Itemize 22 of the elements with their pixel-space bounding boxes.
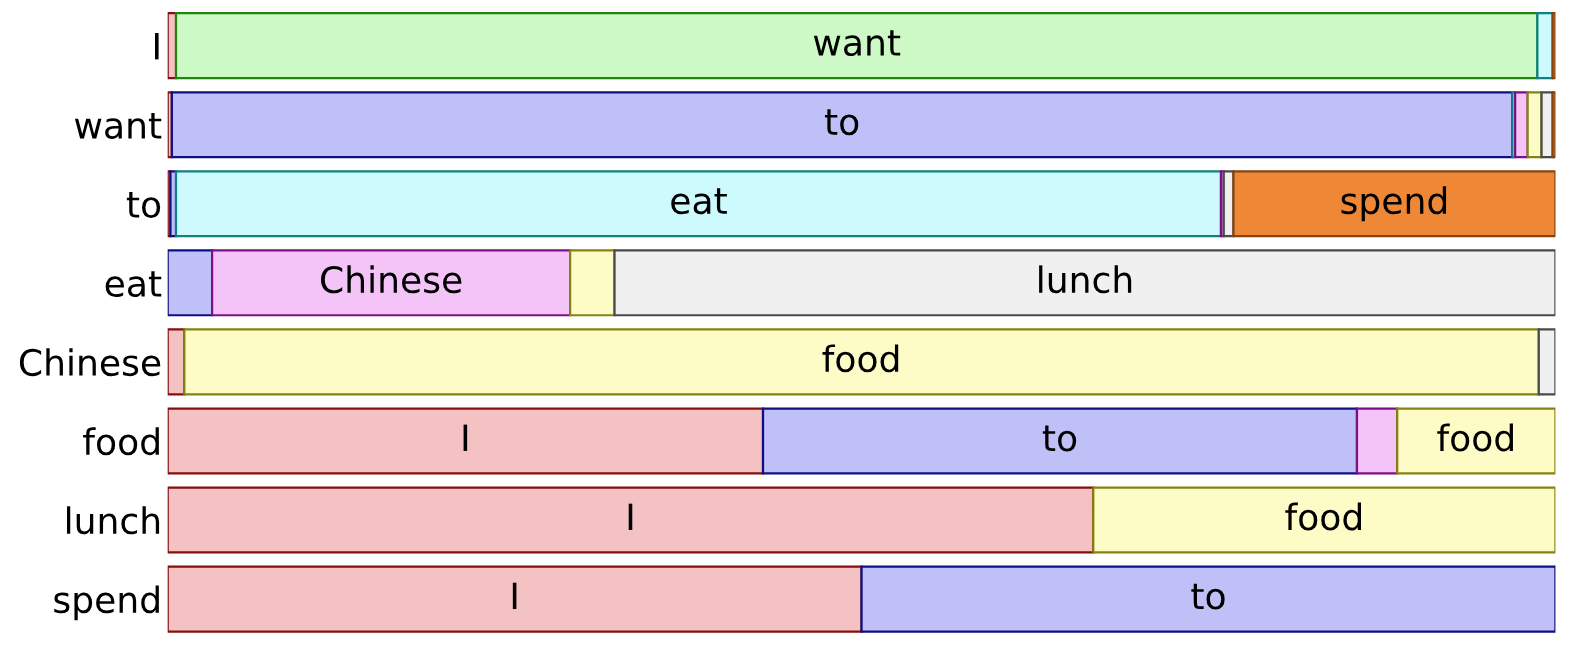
series-label: eat bbox=[671, 188, 727, 215]
series-label: I bbox=[512, 582, 517, 610]
text: I bbox=[628, 503, 633, 530]
y-tick-label: Chinese bbox=[19, 348, 161, 377]
series-label: lunch bbox=[1039, 265, 1132, 294]
y-tick-label: eat bbox=[105, 271, 162, 298]
y-tick-label: spend bbox=[54, 585, 159, 621]
y-tick-label: I bbox=[155, 33, 159, 60]
series-label: spend bbox=[1341, 186, 1447, 222]
y-tick-label: lunch bbox=[66, 506, 160, 535]
text: to bbox=[1191, 583, 1225, 610]
y-tick-label: to bbox=[126, 192, 161, 218]
text: food bbox=[1437, 423, 1513, 452]
series-label: to bbox=[1042, 425, 1077, 452]
y-tick-label: want bbox=[74, 113, 162, 139]
y-tick-label: food bbox=[83, 427, 159, 456]
series-label: food bbox=[822, 344, 899, 373]
series-label: want bbox=[813, 30, 901, 57]
text: I bbox=[463, 424, 468, 451]
text: food bbox=[1285, 502, 1361, 531]
text: to bbox=[824, 109, 859, 136]
series-label: Chinese bbox=[321, 265, 462, 294]
